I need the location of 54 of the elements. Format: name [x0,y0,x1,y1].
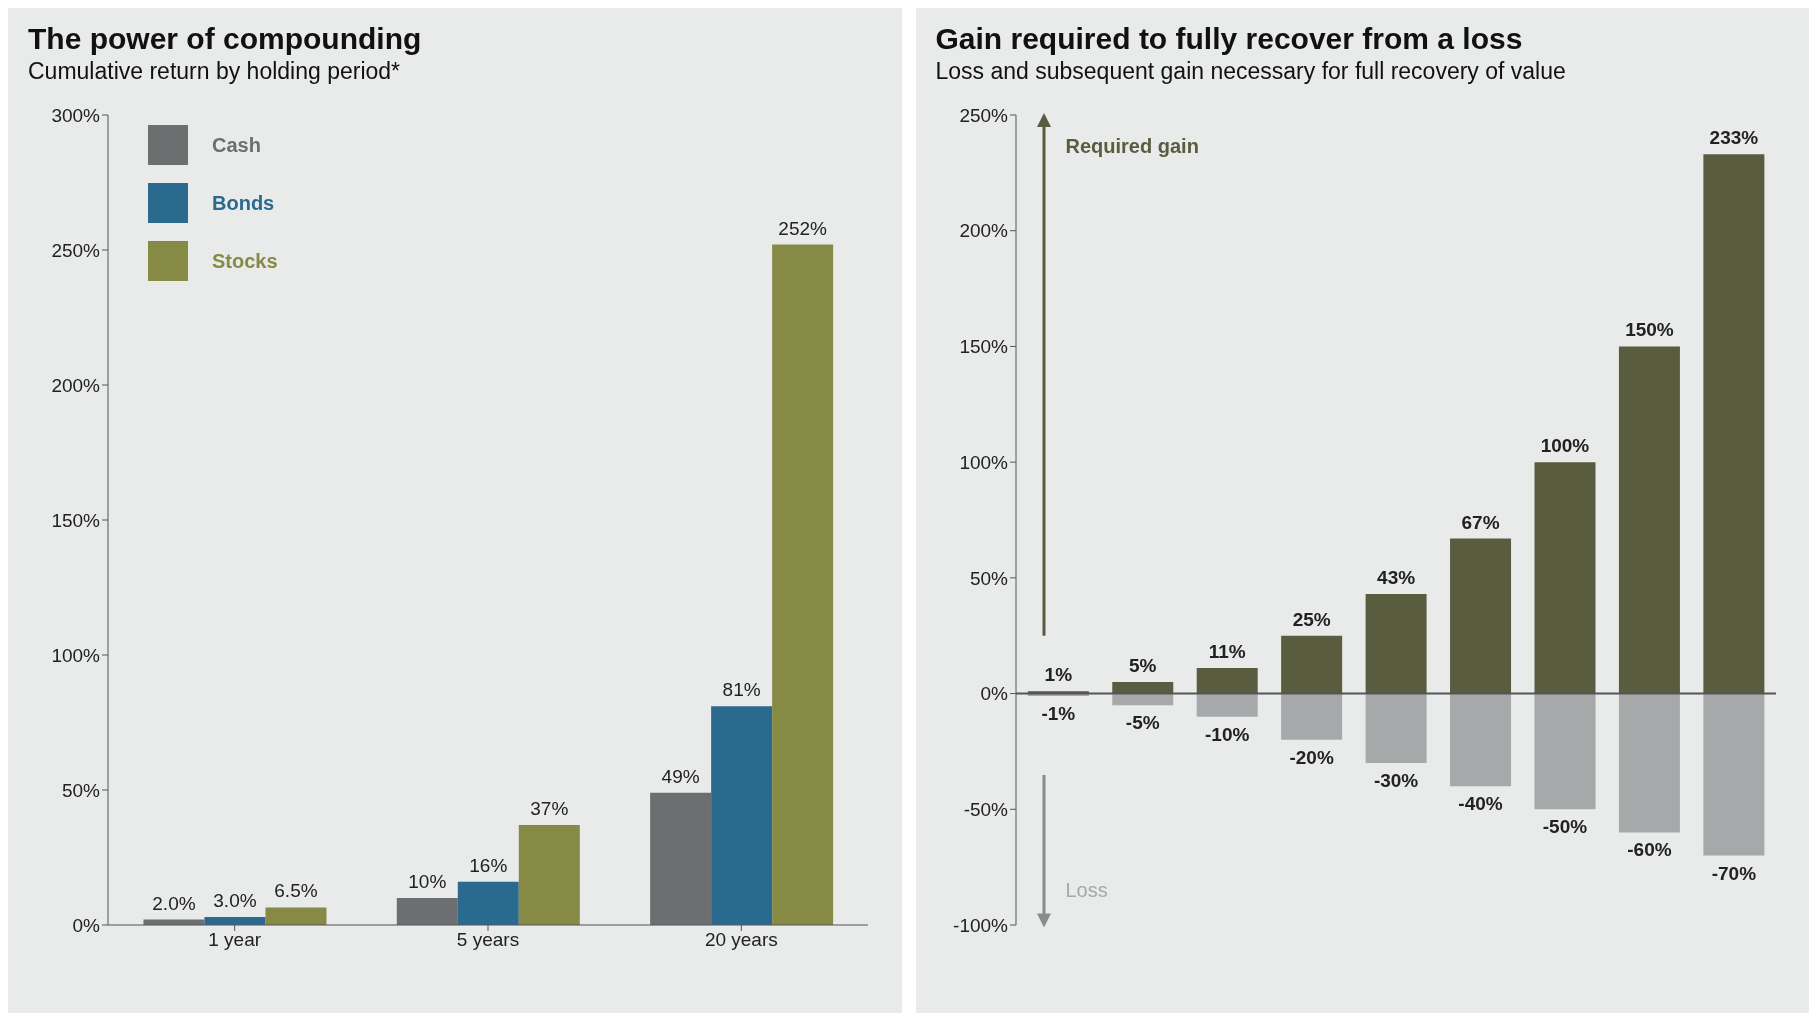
data-label: -20% [1288,746,1334,768]
chart-title: Gain required to fully recover from a loss [934,21,1524,56]
y-tick-label: 200% [958,220,1008,242]
y-tick-label: -50% [963,799,1008,821]
data-label: 233% [1709,127,1758,149]
y-tick-label: 0% [72,914,101,936]
data-label: 2.0% [152,892,196,914]
y-tick-label: 150% [51,509,101,531]
data-label: -50% [1542,816,1587,838]
data-label: -1% [1040,702,1075,724]
chart-title: The power of compounding [27,21,423,56]
data-label: 11% [1208,641,1246,663]
data-label: 43% [1376,567,1415,589]
data-label: 16% [469,854,508,876]
y-tick-label: 50% [969,567,1008,589]
data-label: 25% [1292,608,1331,630]
x-tick-label: 1 year [208,929,262,951]
data-label: -5% [1125,712,1160,734]
y-tick-label: 250% [958,104,1008,126]
text: Loss [1065,878,1108,902]
data-label: 10% [408,871,447,892]
data-label: 5% [1128,655,1157,676]
data-label: 37% [530,798,569,820]
data-label: 100% [1540,435,1589,457]
data-label: 81% [722,679,761,701]
chart-subtitle: Cumulative return by holding period* [27,57,402,85]
data-label: 252% [778,217,828,239]
y-tick-label: 150% [958,336,1008,358]
data-label: 1% [1044,664,1072,686]
data-label: 6.5% [274,880,318,902]
data-label: -40% [1457,793,1503,815]
y-tick-label: 300% [51,104,101,126]
data-label: 3.0% [213,889,257,911]
y-tick-label: 200% [51,374,101,396]
x-tick-label: 5 years [456,929,520,951]
data-label: -60% [1626,839,1672,861]
y-tick-label: 50% [61,779,101,801]
x-tick-label: 20 years [704,929,778,951]
data-label: 150% [1624,319,1674,341]
legend-label: Stocks [212,249,278,273]
y-tick-label: 100% [51,644,101,666]
y-tick-label: -100% [952,914,1008,936]
y-tick-label: 0% [980,683,1008,705]
y-tick-label: 100% [958,451,1008,473]
data-label: -10% [1204,723,1249,745]
data-label: 67% [1461,511,1500,533]
data-label: -30% [1373,770,1418,791]
legend-label: Cash [212,133,261,157]
data-label: -70% [1711,862,1756,884]
chart-subtitle: Loss and subsequent gain necessary for full recovery of value [934,57,1567,85]
data-label: 49% [661,765,700,787]
text: Required gain [1065,135,1199,158]
y-tick-label: 250% [51,239,101,261]
legend-label: Bonds [212,191,275,215]
